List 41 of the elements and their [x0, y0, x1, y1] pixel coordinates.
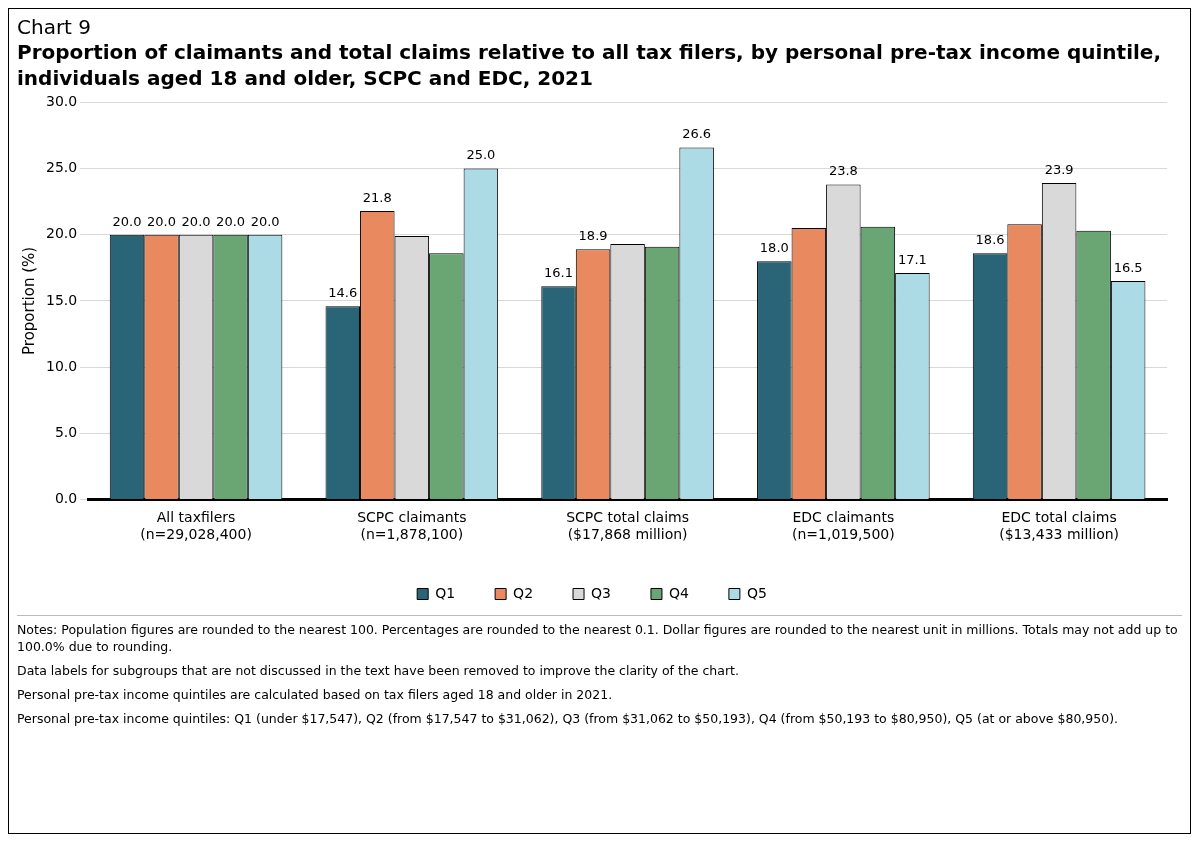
text: Personal pre-tax income quintiles: Q1 (under $17,547), Q2 (from $17,547 to $31,062), Q3 (from $31,062 to $50,193), Q4 (from $50,193 to $80,950), Q5 (at or above $80,950). — [17, 710, 1120, 728]
y-axis-title: Proportion (%) — [19, 246, 38, 355]
text: Data labels for subgroups that are not discussed in the text have been removed to improve the clarity of the chart. — [17, 662, 740, 680]
x-tick-label: EDC claimants (n=1,019,500) — [791, 509, 895, 543]
data-label: 20.0 — [147, 213, 177, 229]
y-tick-label: 10.0 — [46, 357, 78, 374]
y-tick-label: 15.0 — [46, 291, 78, 308]
data-label: 14.6 — [328, 285, 358, 301]
data-label: 26.6 — [682, 126, 712, 142]
legend-label: Q2 — [513, 584, 534, 601]
data-label: 17.1 — [897, 251, 927, 267]
data-label: 18.6 — [975, 232, 1005, 248]
chart-subtitle: Proportion of claimants and total claims relative to all tax filers, by personal pre-tax income quintile, individuals aged 18 and older, SCPC and EDC, 2021 — [17, 39, 1162, 91]
text: Personal pre-tax income quintiles are calculated based on tax filers aged 18 and older in 2021. — [17, 686, 614, 704]
data-label: 20.0 — [250, 213, 280, 229]
data-label: 23.9 — [1044, 162, 1074, 177]
legend-label: Q4 — [668, 584, 689, 601]
y-tick-label: 25.0 — [46, 159, 78, 176]
y-tick-label: 30.0 — [46, 93, 78, 110]
data-label: 20.0 — [112, 213, 142, 229]
legend-label: Q3 — [591, 584, 611, 601]
y-tick-label: 20.0 — [46, 225, 78, 242]
data-label: 16.5 — [1113, 259, 1143, 275]
data-label: 20.0 — [181, 213, 211, 229]
data-label: 23.8 — [828, 163, 858, 179]
data-label: 25.0 — [466, 147, 496, 163]
y-tick-label: 5.0 — [54, 423, 78, 440]
x-tick-label: SCPC claimants (n=1,878,100) — [357, 509, 467, 543]
y-tick-label: 0.0 — [54, 490, 78, 507]
chart-title: Chart 9 — [17, 15, 93, 39]
x-tick-label: All taxfilers (n=29,028,400) — [140, 509, 252, 543]
data-label: 21.8 — [362, 189, 392, 205]
legend-label: Q1 — [435, 584, 456, 601]
data-label: 18.0 — [759, 240, 789, 256]
text: Notes: Population figures are rounded to the nearest 100. Percentages are rounded to the nearest 0.1. Dollar figures are rounded to the nearest unit in millions. Totals may not add up to 100.0% due to rounding. — [17, 622, 1179, 656]
x-tick-label: EDC total claims ($13,433 million) — [999, 509, 1120, 543]
data-label: 20.0 — [216, 213, 246, 229]
data-label: 18.9 — [578, 228, 608, 244]
x-tick-label: SCPC total claims ($17,868 million) — [566, 509, 689, 543]
legend-label: Q5 — [746, 584, 767, 601]
data-label: 16.1 — [544, 265, 574, 281]
